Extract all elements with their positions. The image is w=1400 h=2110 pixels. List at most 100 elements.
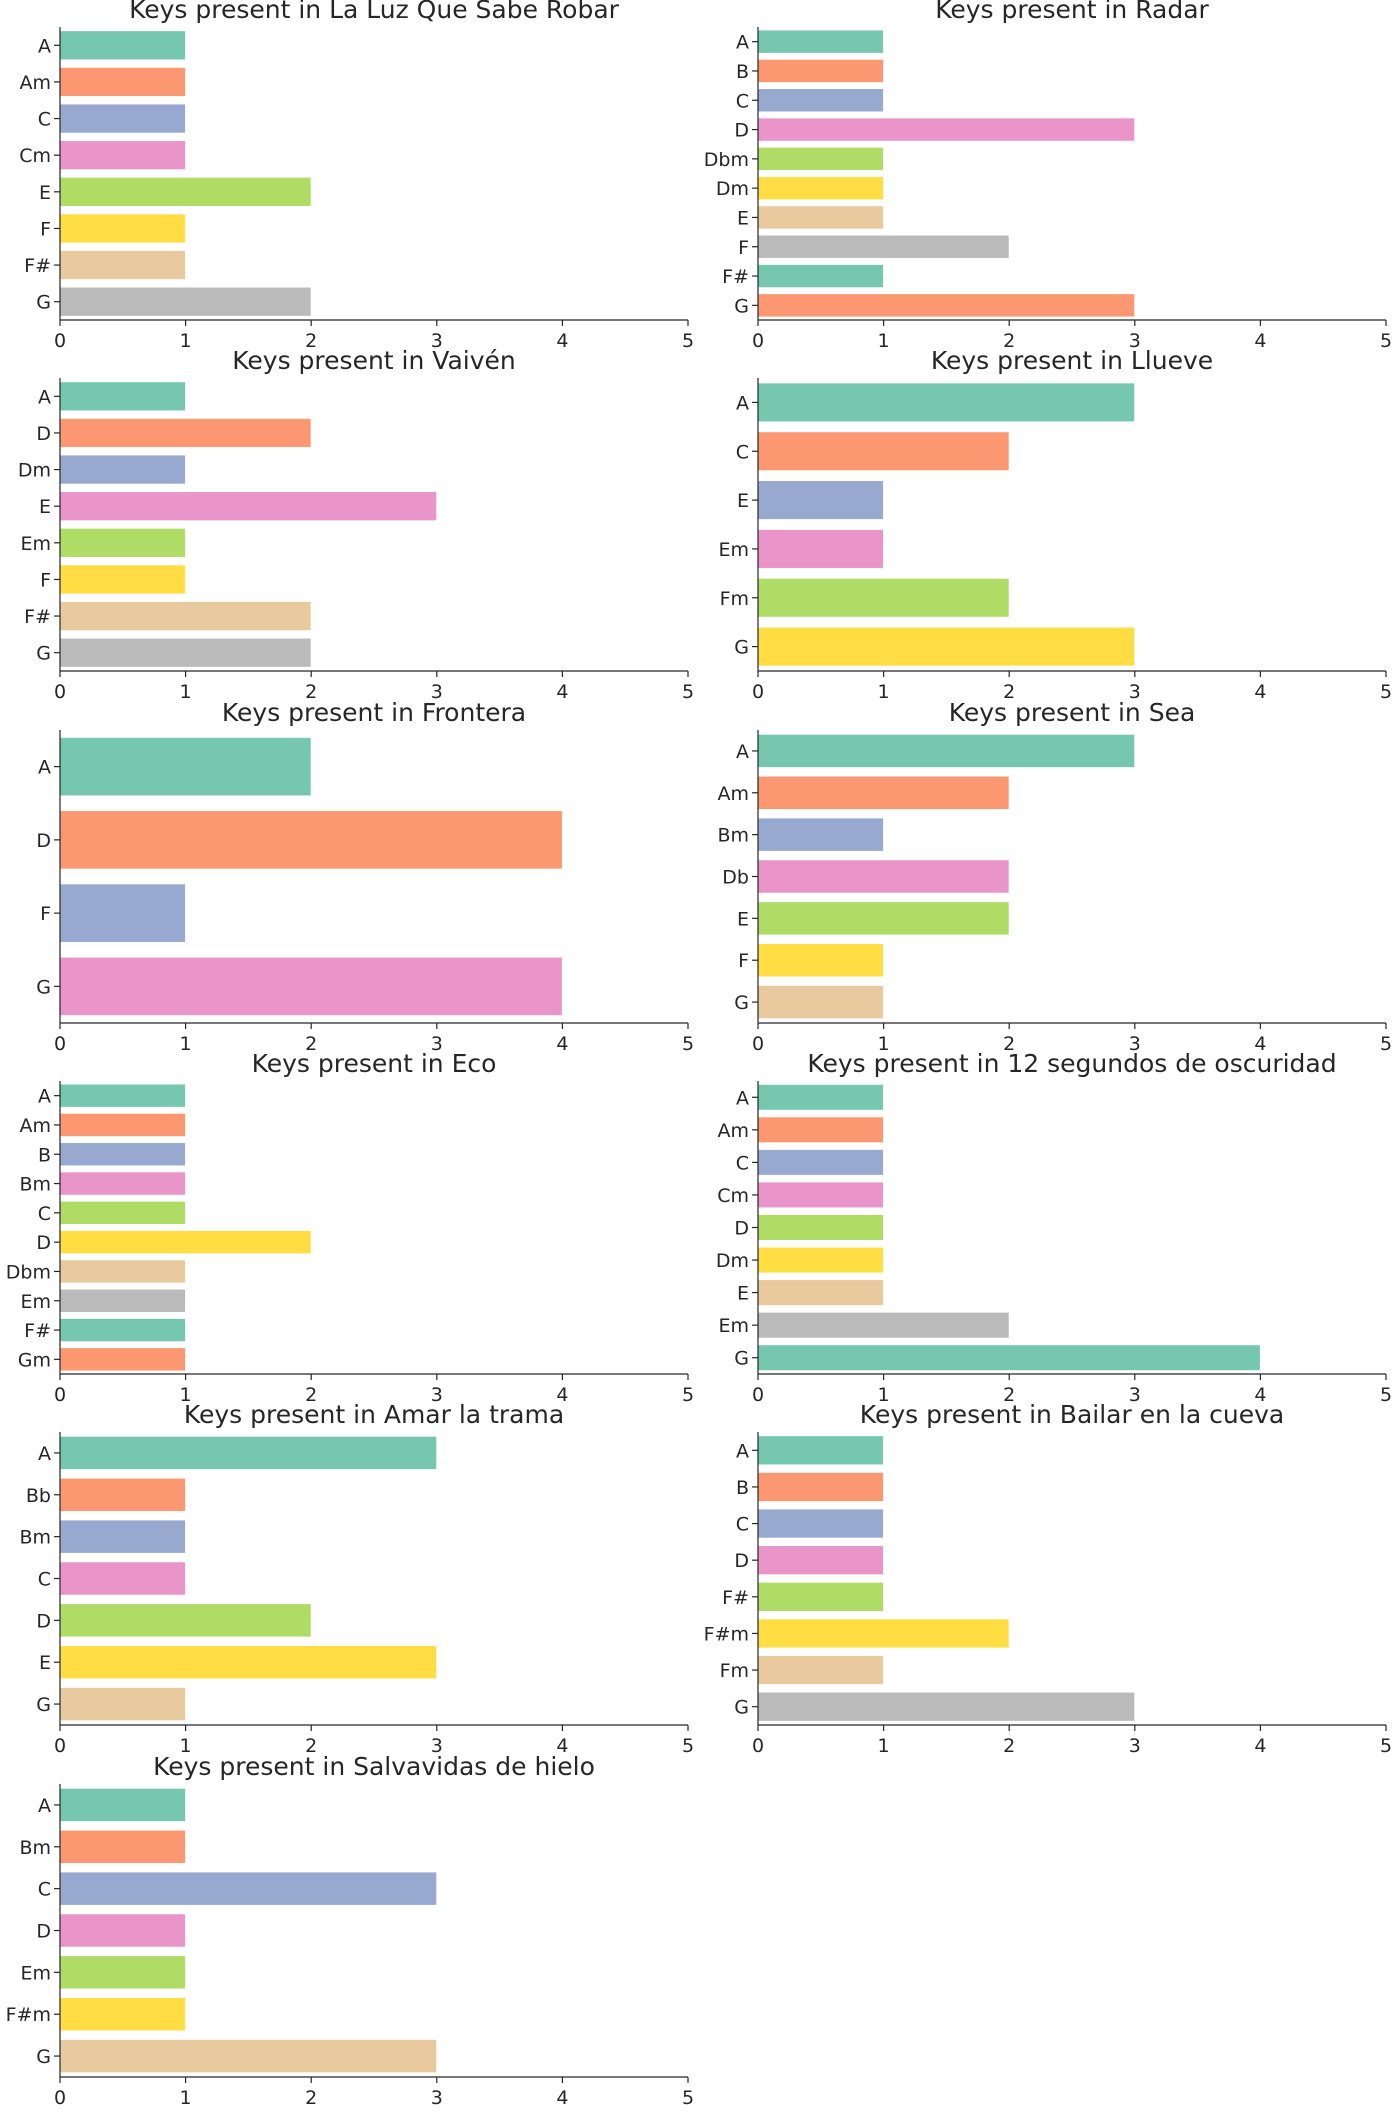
x-tick-label: 0 — [54, 681, 66, 703]
y-tick-label: E — [737, 1283, 749, 1305]
bar — [59, 1083, 187, 1108]
x-tick-label: 4 — [1254, 1384, 1266, 1406]
bar — [59, 454, 187, 485]
chart-title: Keys present in Radar — [935, 0, 1209, 24]
bar — [757, 817, 885, 852]
x-tick-label: 1 — [180, 330, 192, 352]
bar — [757, 480, 885, 521]
y-tick-label: Cm — [717, 1185, 749, 1207]
bar — [757, 577, 1010, 618]
chart-title: Keys present in Frontera — [222, 698, 526, 727]
y-tick-label: D — [734, 1550, 749, 1572]
chart-panel-4: Keys present in Frontera A D F G 0 1 2 3 4 5 — [36, 698, 694, 1055]
chart-title: Keys present in Bailar en la cueva — [860, 1400, 1284, 1429]
y-tick-label: G — [734, 1697, 749, 1719]
y-tick-label: F# — [24, 1320, 51, 1342]
x-tick-label: 2 — [1003, 1033, 1015, 1055]
x-tick-label: 5 — [682, 1384, 694, 1406]
bar — [59, 1142, 187, 1167]
x-tick-label: 5 — [1380, 1384, 1392, 1406]
y-tick-label: F# — [24, 606, 51, 628]
y-tick-label: A — [38, 757, 51, 779]
x-tick-label: 0 — [54, 1384, 66, 1406]
x-tick-label: 4 — [556, 1384, 568, 1406]
y-tick-label: Dm — [716, 1250, 749, 1272]
bar — [757, 1148, 885, 1176]
x-tick-label: 4 — [1254, 330, 1266, 352]
y-tick-label: G — [36, 976, 51, 998]
chart-panel-3: Keys present in Llueve A C E Em Fm G0 1 2 3 4 5 — [718, 346, 1392, 703]
y-tick-label: Bm — [19, 1527, 51, 1549]
bar — [757, 29, 885, 54]
bar — [757, 1083, 885, 1111]
bar — [757, 1344, 1261, 1372]
bar — [757, 775, 1010, 811]
x-tick-label: 4 — [556, 1735, 568, 1757]
bar — [59, 1913, 187, 1948]
y-tick-label: E — [737, 207, 749, 229]
y-tick-label: A — [38, 35, 51, 57]
x-tick-label: 3 — [431, 1033, 443, 1055]
bar — [59, 1200, 187, 1226]
y-tick-label: G — [734, 637, 749, 659]
y-tick-label: Bm — [19, 1174, 51, 1196]
y-tick-label: Am — [717, 1120, 749, 1142]
chart-panel-0: Keys present in La Luz Que Sabe Robar A Am… — [19, 0, 694, 352]
y-tick-label: C — [38, 1879, 51, 1901]
bar — [59, 527, 187, 558]
y-tick-label: A — [736, 1087, 749, 1109]
bar — [59, 381, 187, 412]
y-tick-label: C — [38, 1569, 51, 1591]
y-tick-label: D — [734, 120, 749, 142]
y-tick-label: G — [734, 992, 749, 1014]
x-tick-label: 3 — [431, 330, 443, 352]
y-tick-label: G — [36, 292, 51, 314]
x-tick-label: 2 — [305, 330, 317, 352]
bar — [757, 1545, 885, 1576]
bar — [59, 1288, 187, 1313]
x-tick-label: 5 — [682, 1033, 694, 1055]
y-tick-label: F — [40, 903, 51, 925]
y-tick-label: Bb — [26, 1485, 51, 1507]
chart-panel-10: Keys present in Salvavidas de hielo A Bm CD… — [6, 1752, 694, 2109]
bar — [59, 66, 187, 98]
x-tick-label: 3 — [1129, 330, 1141, 352]
x-tick-label: 1 — [180, 1033, 192, 1055]
bar — [757, 859, 1010, 894]
x-tick-label: 5 — [682, 1735, 694, 1757]
bar — [59, 140, 187, 171]
bar — [757, 1435, 885, 1466]
y-tick-label: C — [736, 441, 749, 463]
y-tick-label: E — [39, 496, 51, 518]
y-tick-label: A — [38, 1795, 51, 1817]
x-tick-label: 4 — [556, 1033, 568, 1055]
bar — [757, 1279, 885, 1307]
x-tick-label: 1 — [878, 681, 890, 703]
x-tick-label: 1 — [180, 681, 192, 703]
bar — [59, 1259, 187, 1284]
x-tick-label: 3 — [431, 2087, 443, 2109]
y-tick-label: E — [737, 908, 749, 930]
bar — [59, 1435, 438, 1471]
bar — [757, 901, 1010, 936]
y-tick-label: Em — [20, 1291, 51, 1313]
y-tick-label: F — [738, 237, 749, 259]
y-tick-label: Em — [20, 533, 51, 555]
bar — [59, 1871, 438, 1906]
bar — [757, 1654, 885, 1686]
bar — [757, 1311, 1010, 1339]
bar — [59, 564, 187, 595]
y-tick-label: D — [36, 1232, 51, 1254]
x-tick-label: 2 — [1003, 330, 1015, 352]
y-tick-label: C — [736, 1514, 749, 1536]
y-tick-label: B — [736, 61, 749, 83]
bar — [59, 491, 438, 522]
x-tick-label: 2 — [305, 1384, 317, 1406]
bar — [59, 1347, 187, 1372]
x-tick-label: 2 — [305, 681, 317, 703]
bar — [757, 263, 885, 289]
y-tick-label: Fm — [720, 1660, 749, 1682]
chart-panel-2: Keys present in Vaivén AD Dm E Em F F# G0 1 2 3 4 5 — [18, 346, 694, 703]
bar — [59, 417, 312, 449]
